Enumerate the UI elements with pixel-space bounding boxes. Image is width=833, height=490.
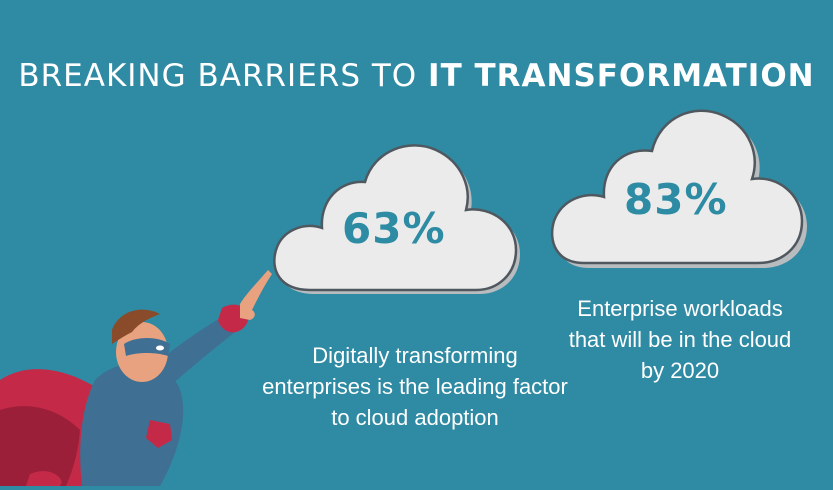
caption-83-line-1: Enterprise workloads <box>577 296 783 321</box>
title-part-2: IT TRANSFORMATION <box>428 58 815 94</box>
cloud-63-shape <box>273 144 520 294</box>
title-part-1: BREAKING BARRIERS TO <box>18 58 429 94</box>
page-title: BREAKING BARRIERS TO IT TRANSFORMATION <box>0 58 833 94</box>
caption-63-line-2: enterprises is the leading factor <box>262 374 568 399</box>
stat-63-value: 63% <box>342 204 446 253</box>
caption-83-line-3: by 2020 <box>640 358 720 383</box>
caption-83-line-2: that will be in the cloud <box>568 327 792 352</box>
caption-83: Enterprise workloads that will be in the… <box>535 293 825 386</box>
cloud-63: 63% <box>270 140 525 298</box>
superhero-icon <box>0 270 272 486</box>
superhero-illustration <box>0 260 290 490</box>
caption-63: Digitally transforming enterprises is th… <box>245 340 585 433</box>
cloud-83: 83% <box>548 105 810 270</box>
cloud-83-shape <box>550 109 807 268</box>
stat-83-value: 83% <box>624 175 728 224</box>
caption-63-line-3: to cloud adoption <box>331 405 499 430</box>
caption-63-line-1: Digitally transforming <box>312 343 518 368</box>
